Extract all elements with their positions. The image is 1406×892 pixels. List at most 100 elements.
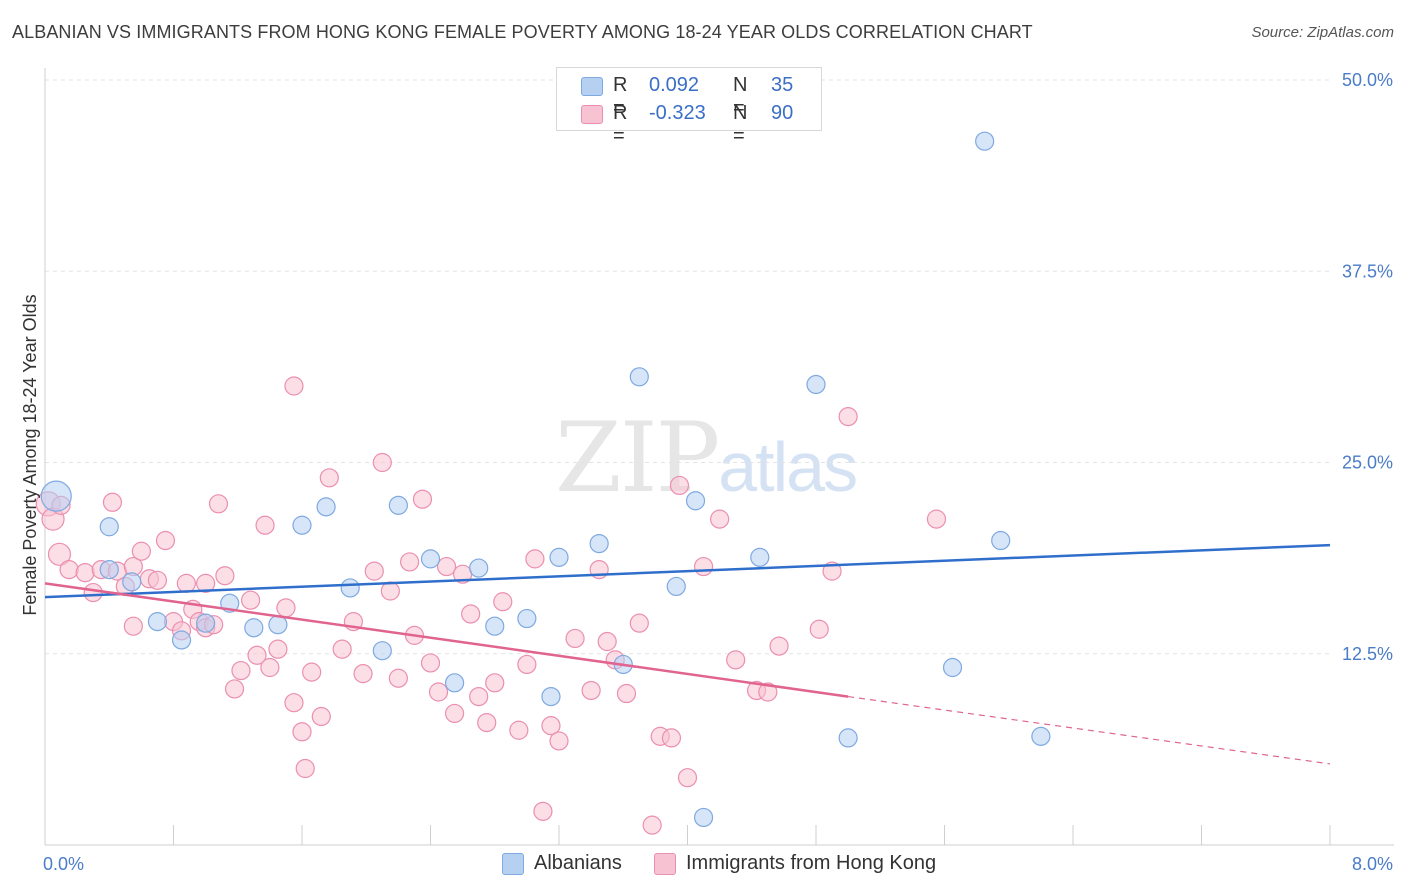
legend-n-label: N = [733,74,748,119]
legend-label: Immigrants from Hong Kong [686,852,937,874]
hong-kong-point [436,556,457,577]
hong-kong-point [231,660,251,681]
watermark-atlas: atlas [718,428,858,506]
hong-kong-point [241,590,261,610]
gridlines [45,79,1330,655]
hong-kong-point [485,673,505,693]
hong-kong-point [215,566,235,586]
hong-kong-point [565,628,585,649]
x-tick-label: 0.0% [43,854,84,874]
albanian-point [99,559,119,580]
hong-kong-point [758,682,778,702]
hong-kong-point [509,720,529,740]
hong-kong-point [155,530,176,551]
hong-kong-point [710,509,730,529]
hong-kong-point [83,582,103,603]
legend-swatch-pink [654,853,676,875]
hong-kong-point [247,645,267,665]
hong-kong-point [319,468,339,488]
hong-kong-point [444,703,465,724]
stats-legend: R = 0.092 N = 35 R = -0.323 N = 90 [556,67,822,147]
hong-kong-point [268,639,288,659]
axes [44,68,1394,846]
albanian-point [541,686,561,707]
hong-kong-point [332,639,352,659]
hong-kong-point [47,542,72,566]
albanian-point [244,618,264,638]
albanian-point [838,728,858,748]
hong-kong-point [59,559,79,580]
hong-kong-point [292,722,312,742]
albanian-point [485,616,505,636]
albanian-point [991,530,1011,551]
hong-kong-point [364,561,384,581]
legend-swatch-blue [581,77,603,96]
albanian-point [806,374,826,395]
hong-kong-point [388,668,408,688]
hong-kong-point [469,686,489,707]
legend-n-value: 35 [771,74,794,96]
hong-kong-point [400,552,420,572]
albanian-point [171,630,192,650]
hong-kong-point [693,556,714,577]
series-hong-kong-points [35,376,947,835]
hong-kong-point [629,613,649,633]
hong-kong-point [477,712,497,733]
x-tick-label: 8.0% [1352,854,1393,874]
albanian-point [469,558,489,578]
tick-labels: 12.5% 25.0% 37.5% 50.0% 0.0% 8.0% [43,70,1393,874]
legend-n-value: 90 [771,102,794,124]
albanian-point [549,547,569,567]
legend-label: Albanians [534,852,622,874]
albanian-point [629,367,649,387]
legend-n-label: N = [733,102,748,147]
albanian-point [420,549,441,569]
hong-kong-point [123,616,143,636]
albanian-point [268,615,288,635]
hong-kong-point [75,563,95,583]
hong-kong-point [372,452,392,473]
hong-kong-point [102,492,123,512]
hong-kong-point [208,494,229,514]
source-credit: Source: ZipAtlas.com [1251,24,1394,41]
hong-kong-point [461,604,481,624]
albanian-point [40,480,72,512]
albanian-point [685,491,706,511]
y-tick-label: 37.5% [1342,261,1393,281]
hong-kong-point [661,728,682,748]
hong-kong-point [581,680,601,701]
chart-title: ALBANIAN VS IMMIGRANTS FROM HONG KONG FE… [12,22,1033,42]
y-tick-label: 12.5% [1342,644,1393,664]
legend-swatch-pink [581,105,603,124]
albanian-point [589,533,609,554]
albanian-point [340,578,360,598]
hong-kong-point [276,598,296,618]
albanian-point [750,547,770,567]
hong-kong-point [493,592,513,612]
albanian-point [444,673,465,693]
albanian-point [147,612,168,632]
hong-kong-point [517,654,537,675]
trend-lines [44,543,1331,765]
albanian-point [196,613,216,633]
hong-kong-point [147,570,168,590]
hong-kong-point [838,407,858,427]
albanian-point [975,131,995,151]
trend-line-hong-kong [44,582,849,698]
albanian-point [388,495,408,515]
hong-kong-point [224,679,245,699]
albanian-point [372,641,392,661]
legend-r-label: R = [613,102,628,147]
hong-kong-point [541,716,561,736]
hong-kong-point [131,541,151,561]
hong-kong-point [260,657,280,678]
hong-kong-point [412,489,433,509]
albanian-point [316,497,336,517]
albanian-point [666,576,686,597]
hong-kong-point [642,815,662,835]
hong-kong-point [769,636,789,656]
albanian-point [1031,726,1051,746]
hong-kong-point [809,619,829,639]
hong-kong-point [726,650,746,670]
hong-kong-point [669,475,690,496]
